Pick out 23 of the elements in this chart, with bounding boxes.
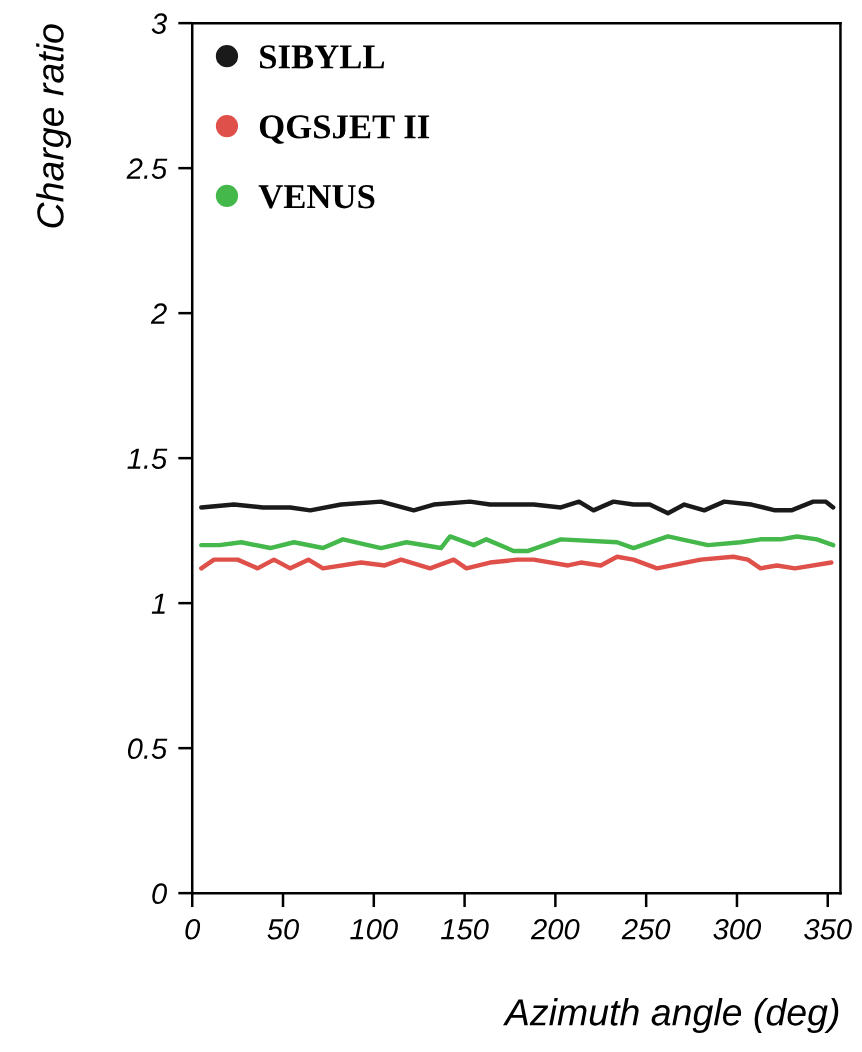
legend-label: QGSJET II [259,115,430,144]
x-axis-title: Azimuth angle (deg) [503,998,839,1034]
y-axis-title: Charge ratio [36,24,72,228]
legend-label: SIBYLL [260,45,385,69]
x-tick-label: 100 [350,918,398,940]
x-tick-label: 350 [804,918,852,940]
y-tick-label: 0.5 [127,738,168,759]
y-tick-label: 2.5 [126,158,168,179]
x-tick-label: 250 [621,918,671,940]
line-series [199,499,836,516]
x-tick-label: 150 [441,918,489,940]
y-tick-label: 1 [151,593,165,614]
line-series [199,534,836,554]
x-tick-label: 300 [713,918,762,940]
x-tick-label: 0 [185,918,201,940]
y-tick-label: 2 [150,303,167,324]
legend-label: VENUS [258,185,375,209]
x-tick-label: 50 [267,918,299,940]
x-tick-label: 200 [530,918,580,940]
line-series [199,554,834,571]
y-tick-label: 1.5 [127,448,168,469]
y-tick-label: 0 [152,883,167,904]
y-tick-label: 3 [151,13,167,34]
